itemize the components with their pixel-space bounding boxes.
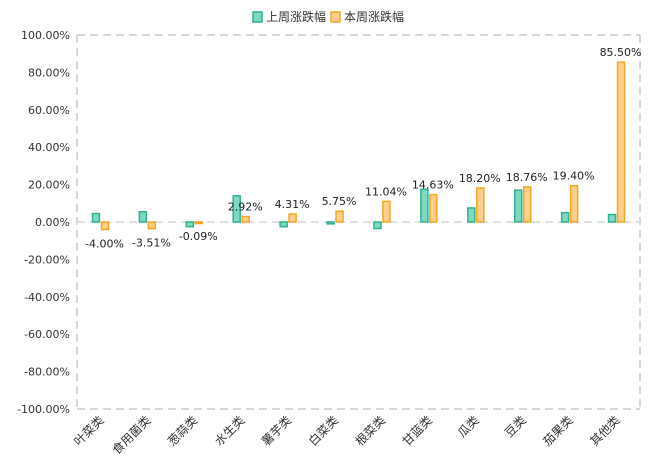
bar-this-week[interactable] [616,61,626,223]
x-tick-label: 水生类 [212,413,247,448]
data-label: 18.76% [506,171,548,184]
bar-last-week[interactable] [467,207,476,223]
data-label: 2.92% [228,201,263,214]
bar-last-week[interactable] [420,188,429,223]
x-tick-label: 其他类 [587,413,622,448]
bar-this-week[interactable] [100,221,110,231]
data-label: 5.75% [322,195,357,208]
bars [91,61,626,231]
bar-this-week[interactable] [476,187,485,223]
bar-last-week[interactable] [373,221,382,230]
bar-last-week[interactable] [279,221,288,228]
bar-this-week[interactable] [194,221,204,225]
data-label: 11.04% [365,185,407,198]
x-tick-label: 茄果类 [540,413,575,448]
y-tick-label: 60.00% [28,104,70,117]
legend-label-this-week[interactable]: 本周涨跌幅 [344,9,404,24]
x-tick-label: 瓜类 [455,413,482,440]
bar-last-week[interactable] [91,212,101,223]
data-labels: -4.00% -3.51% -0.09% 2.92% 4.31% 5.75% 11.04% 1… [85,46,642,250]
x-tick-label: 甘蓝类 [400,413,435,448]
bar-last-week[interactable] [607,213,617,223]
y-tick-label: -40.00% [24,291,70,304]
bar-last-week[interactable] [560,211,570,223]
y-tick-label: 80.00% [28,66,70,79]
legend-swatch-last-week[interactable] [252,11,263,23]
x-tick-label: 叶菜类 [71,413,106,448]
y-tick-label: -100.00% [17,403,70,416]
legend: 上周涨跌幅 本周涨跌幅 [252,9,404,24]
y-tick-label: -60.00% [24,328,70,341]
x-tick-label: 豆类 [502,413,529,440]
x-tick-label: 食用菌类 [109,413,154,458]
legend-label-last-week[interactable]: 上周涨跌幅 [266,9,326,24]
bar-last-week[interactable] [232,195,241,223]
y-tick-label: -80.00% [24,366,70,379]
x-tick-label: 根菜类 [353,413,388,448]
y-tick-label: -20.00% [24,253,70,266]
bar-last-week[interactable] [185,221,195,228]
y-tick-label: 100.00% [21,29,70,42]
y-tick-label: 40.00% [28,141,70,154]
bar-last-week[interactable] [326,221,335,225]
bar-this-week[interactable] [147,221,157,230]
data-label: 14.63% [412,179,454,192]
data-label: 85.50% [600,46,642,59]
data-label: -4.00% [85,237,124,250]
bar-this-week[interactable] [382,200,391,223]
bar-this-week[interactable] [241,215,250,223]
bar-this-week[interactable] [522,186,532,223]
x-tick-label: 葱蒜类 [165,413,200,448]
bar-this-week[interactable] [429,193,438,223]
data-label: 18.20% [459,172,501,185]
legend-swatch-this-week[interactable] [330,11,341,23]
bar-this-week[interactable] [288,213,297,223]
data-label: 4.31% [275,198,310,211]
y-tick-label: 20.00% [28,179,70,192]
bar-last-week[interactable] [513,189,523,223]
bar-last-week[interactable] [138,210,148,223]
bar-this-week[interactable] [569,184,579,223]
x-tick-label: 白菜类 [305,413,341,449]
y-tick-label: 0.00% [35,216,70,229]
bar-this-week[interactable] [335,210,344,223]
x-tick-label: 薯芋类 [259,413,294,448]
data-label: 19.40% [553,170,595,183]
data-label: -3.51% [132,237,171,250]
data-label: -0.09% [179,230,218,243]
